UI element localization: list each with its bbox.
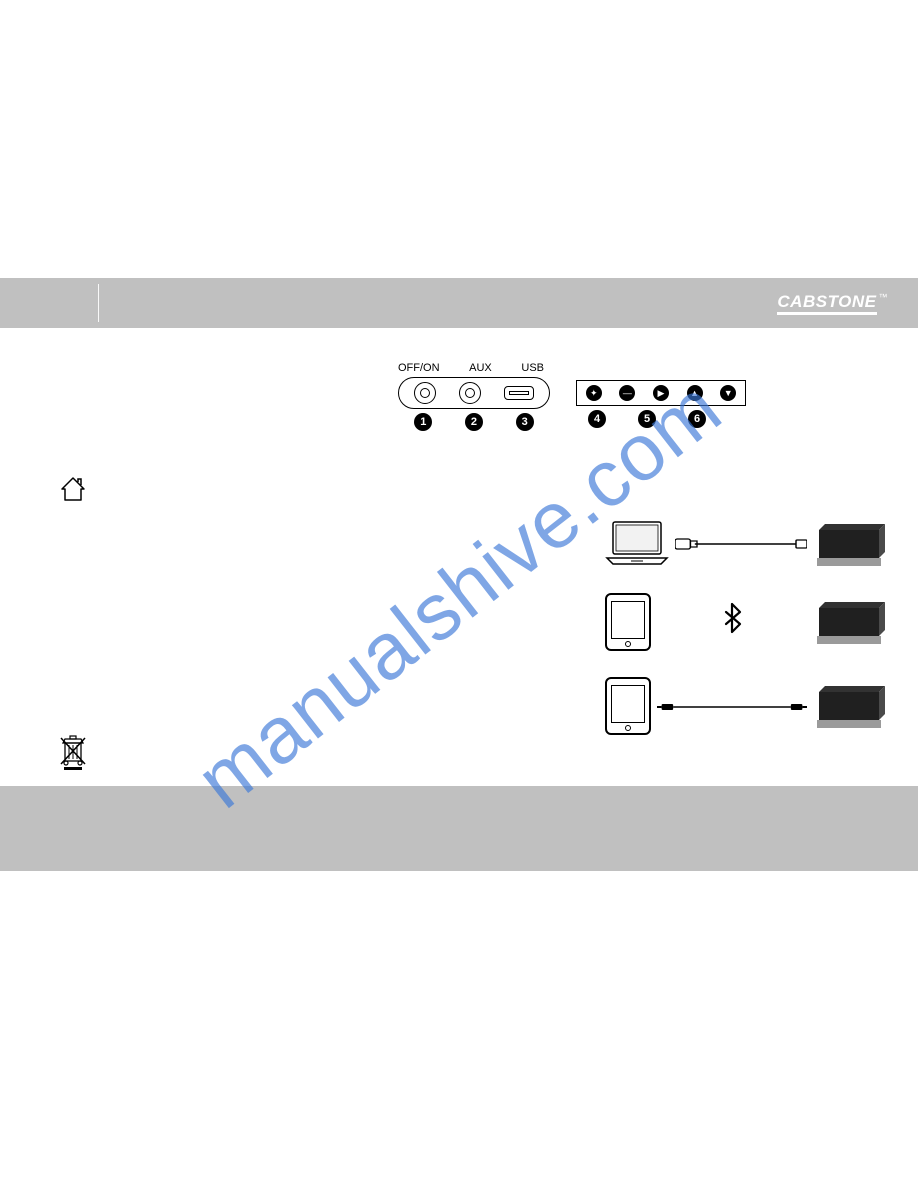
footer-band [0,786,918,871]
connection-aux [605,678,885,734]
port-power [414,382,436,404]
back-panel-frame [398,377,550,409]
control-btn-4: ▲ [687,385,703,401]
number-badge-6: 6 [688,410,706,428]
top-panel-diagram: ✦ — ▶ ▲ ▼ 4 5 6 [576,380,746,450]
tablet-screen [611,685,645,723]
connection-usb [605,516,885,572]
port-usb [504,386,534,400]
top-panel-numbers: 4 5 6 [576,410,746,428]
label-usb: USB [521,362,544,374]
connection-bluetooth [605,594,885,650]
brand-tm: ™ [879,292,889,302]
house-icon [58,474,88,504]
port-power-inner [420,388,430,398]
control-btn-1: ✦ [586,385,602,401]
port-usb-slot [509,391,529,395]
tablet-home-button [625,725,631,731]
header-band: CABSTONE™ [0,278,918,328]
speaker-icon [813,600,885,644]
control-btn-2: — [619,385,635,401]
tablet-icon [605,677,651,735]
weee-icon [58,734,88,770]
control-btn-3: ▶ [653,385,669,401]
number-badge-4: 4 [588,410,606,428]
back-panel-labels: OFF/ON AUX USB [398,362,550,377]
page: CABSTONE™ OFF/ON AUX USB 1 2 3 ✦ — ▶ ▲ ▼ [0,0,918,1188]
port-aux-inner [465,388,475,398]
number-badge-5: 5 [638,410,656,428]
label-off-on: OFF/ON [398,362,440,374]
number-badge-3: 3 [516,413,534,431]
label-aux: AUX [469,362,492,374]
bluetooth-icon [651,602,813,642]
top-panel-frame: ✦ — ▶ ▲ ▼ [576,380,746,406]
back-panel-diagram: OFF/ON AUX USB 1 2 3 [398,362,550,450]
tablet-icon [605,593,651,651]
header-separator [98,284,99,322]
tablet-home-button [625,641,631,647]
usb-cable-icon [675,534,807,554]
number-badge-2: 2 [465,413,483,431]
speaker-icon [813,684,885,728]
port-aux [459,382,481,404]
control-btn-5: ▼ [720,385,736,401]
aux-cable-icon [657,700,807,712]
tablet-screen [611,601,645,639]
brand-logo: CABSTONE™ [777,292,888,315]
brand-name: CABSTONE [777,292,876,315]
number-badge-1: 1 [414,413,432,431]
laptop-icon [605,520,669,568]
speaker-icon [813,522,885,566]
back-panel-numbers: 1 2 3 [398,413,550,431]
